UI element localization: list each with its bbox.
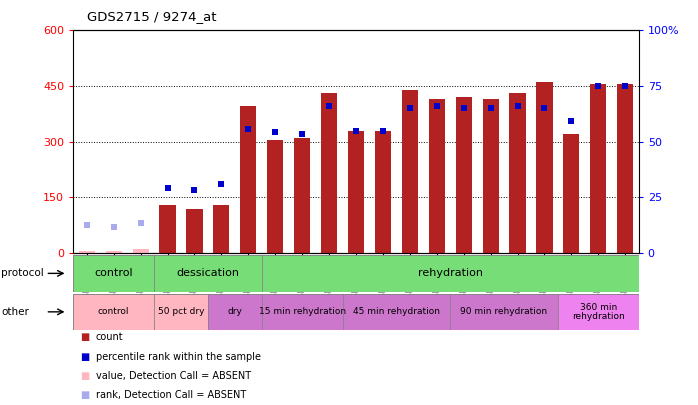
Text: rehydration: rehydration — [417, 269, 483, 278]
Text: ■: ■ — [80, 332, 89, 342]
Text: dessication: dessication — [177, 269, 239, 278]
Text: control: control — [98, 307, 129, 316]
Bar — [563, 134, 579, 253]
Text: dry: dry — [228, 307, 242, 316]
Bar — [375, 130, 391, 253]
Bar — [348, 130, 364, 253]
Bar — [73, 255, 154, 292]
Bar — [617, 84, 633, 253]
Bar — [510, 94, 526, 253]
Bar — [267, 140, 283, 253]
Text: ■: ■ — [80, 352, 89, 362]
Text: GDS2715 / 9274_at: GDS2715 / 9274_at — [87, 10, 217, 23]
Bar — [456, 97, 472, 253]
Bar — [208, 294, 262, 330]
Bar — [262, 294, 343, 330]
Text: protocol: protocol — [1, 269, 44, 278]
Text: 45 min rehydration: 45 min rehydration — [353, 307, 440, 316]
Bar — [133, 249, 149, 253]
Bar — [343, 294, 450, 330]
Text: 15 min rehydration: 15 min rehydration — [258, 307, 346, 316]
Bar — [591, 84, 607, 253]
Bar — [186, 209, 202, 253]
Bar — [154, 294, 208, 330]
Bar — [262, 255, 639, 292]
Text: percentile rank within the sample: percentile rank within the sample — [96, 352, 260, 362]
Bar — [536, 82, 553, 253]
Bar — [429, 99, 445, 253]
Bar — [105, 251, 121, 253]
Bar — [558, 294, 639, 330]
Bar — [159, 205, 176, 253]
Text: ■: ■ — [80, 390, 89, 401]
Text: other: other — [1, 307, 29, 317]
Bar — [240, 107, 256, 253]
Bar — [294, 138, 310, 253]
Text: ■: ■ — [80, 371, 89, 381]
Text: value, Detection Call = ABSENT: value, Detection Call = ABSENT — [96, 371, 251, 381]
Bar — [402, 90, 418, 253]
Bar — [73, 294, 154, 330]
Text: control: control — [94, 269, 133, 278]
Bar — [154, 255, 262, 292]
Bar — [482, 99, 498, 253]
Text: count: count — [96, 332, 124, 342]
Text: 90 min rehydration: 90 min rehydration — [461, 307, 548, 316]
Bar — [79, 251, 95, 253]
Text: 50 pct dry: 50 pct dry — [158, 307, 205, 316]
Bar — [450, 294, 558, 330]
Text: 360 min
rehydration: 360 min rehydration — [572, 303, 625, 321]
Bar — [214, 205, 230, 253]
Text: rank, Detection Call = ABSENT: rank, Detection Call = ABSENT — [96, 390, 246, 401]
Bar — [321, 94, 337, 253]
